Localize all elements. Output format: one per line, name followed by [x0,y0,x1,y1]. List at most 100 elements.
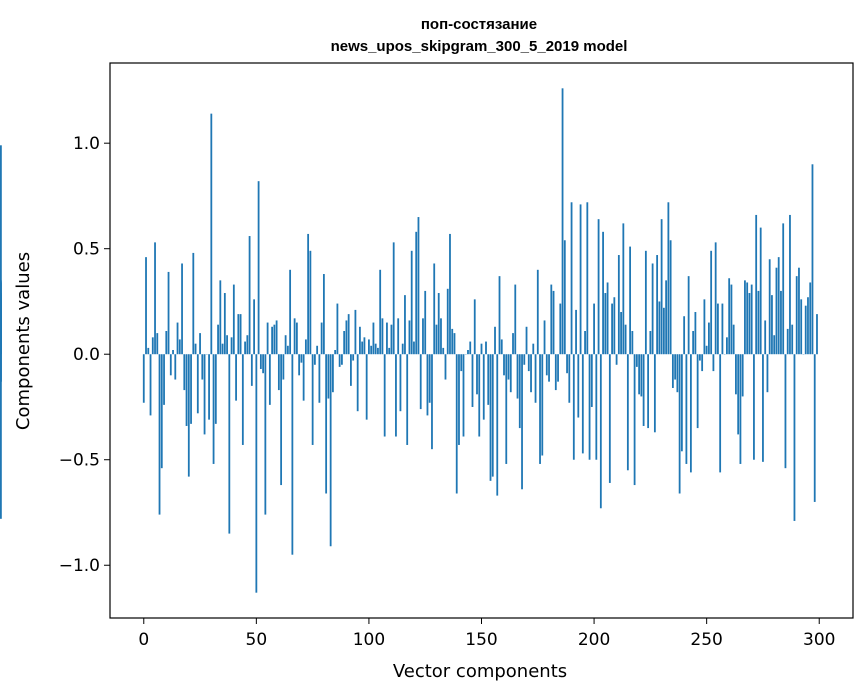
bar [217,324,219,355]
bar [302,354,305,401]
y-axis-label: Components values [13,252,34,430]
bar [689,354,692,473]
bar [408,320,411,355]
bar [318,354,321,403]
bar [766,354,769,393]
bar [660,219,663,355]
bar [192,252,195,355]
bar [759,227,762,355]
bar [748,293,751,355]
bar [392,242,395,355]
bar [325,354,328,494]
y-tick-label: 0.5 [73,240,100,260]
bar [163,354,165,405]
bar [428,354,431,403]
bar [516,354,519,399]
bar [525,326,528,355]
bar [798,267,800,355]
bar [469,341,472,355]
bar [694,312,697,355]
bar [671,354,674,388]
bar [266,322,269,355]
bar [0,145,2,355]
bar [712,354,715,372]
bar [453,333,456,355]
x-axis-label: Vector components [393,661,567,682]
bar [732,324,735,355]
bar [737,354,740,435]
bar [228,354,231,534]
bar [388,347,391,355]
bar [239,314,242,355]
bar [719,354,722,473]
bar [383,354,386,437]
bar [354,309,357,355]
bar [424,290,427,355]
bar [158,354,161,515]
bar [377,347,379,355]
bar [667,202,670,355]
bar [705,345,708,355]
bar [473,299,476,355]
bar [431,354,433,450]
bar [577,354,580,418]
bar [282,354,285,380]
x-tick-label: 0 [138,630,149,650]
bar [701,354,704,372]
bar [147,347,150,355]
bar [476,354,478,395]
bar [795,276,798,355]
bar [259,354,262,369]
bar [644,250,647,355]
bar [557,354,559,382]
bar [253,299,255,355]
bar [311,354,314,445]
bar [250,354,253,386]
bar [518,354,521,429]
bar [336,303,339,355]
bar [606,282,609,355]
bar [485,341,487,355]
bar [345,320,348,355]
bar [235,354,237,401]
bar [460,354,463,372]
bar [149,354,152,416]
bar [277,354,280,391]
plot-area-frame [109,62,854,619]
bar [642,354,645,426]
bar [721,303,724,355]
bar [359,326,361,355]
chart-subtitle: news_upos_skipgram_300_5_2019 model [331,38,628,55]
bar [669,240,672,355]
bar [575,309,577,355]
bar [647,354,650,429]
bar [570,202,573,355]
bar [386,322,388,355]
x-tick-label: 100 [353,630,385,650]
bar [683,316,686,355]
bar [586,202,589,355]
bar [539,354,541,464]
bar [487,354,490,405]
bar [561,88,564,355]
y-axis: −1.0 −0.5 0.0 0.5 1.0 [59,134,110,576]
bar [350,354,352,386]
bar [433,263,436,355]
bar [142,354,145,403]
bar [753,354,755,460]
bar [262,354,264,374]
bar [467,350,469,355]
bar [219,280,222,355]
bar [145,257,147,355]
x-tick-label: 150 [465,630,497,650]
bar [521,354,523,490]
bar [230,337,233,355]
bar [750,284,753,355]
bar [151,337,154,355]
bar [304,339,307,355]
bar [455,354,458,494]
bar [167,271,170,355]
bar [581,354,584,454]
bar [257,181,260,355]
